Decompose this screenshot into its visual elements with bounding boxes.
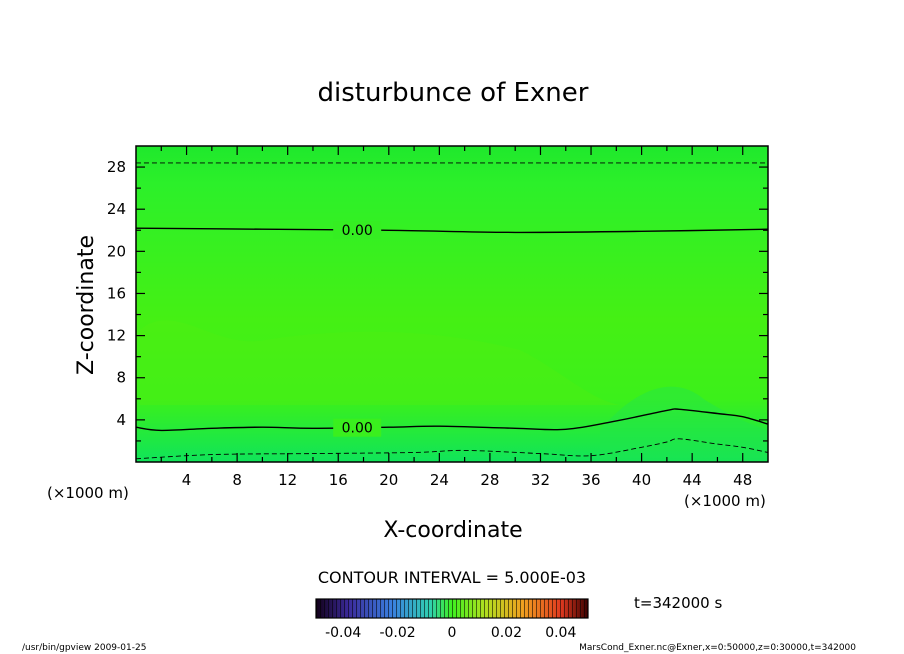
colorbar-tick-label: -0.04 [325,625,361,641]
x-tick-label: 32 [531,471,550,489]
x-tick-label: 40 [632,471,651,489]
y-tick-label: 4 [116,411,126,429]
contour-line [135,408,769,432]
y-tick-label: 8 [116,369,126,387]
contour-label-bg [333,418,382,437]
time-label: t=342000 s [634,594,722,612]
y-tick-label: 16 [107,284,126,302]
x-tick-label: 44 [683,471,702,489]
y-tick-label: 20 [107,242,126,260]
contour-label: 0.00 [342,421,373,437]
x-tick-label: 20 [379,471,398,489]
x-unit-label-left: (×1000 m) [47,484,129,502]
contour-lines: 0.00 0.00 [135,162,769,460]
colorbar-tick-label: 0.04 [545,625,576,641]
contour-line [135,227,769,234]
plot-frame [135,145,769,463]
footer-left-text: /usr/bin/gpview 2009-01-25 [22,643,146,653]
y-tick-label: 28 [107,158,126,176]
x-axis-label: X-coordinate [383,518,522,543]
x-tick-label: 24 [430,471,449,489]
colorbar-stripes [316,599,588,618]
contour-line-dashed [135,438,769,460]
x-tick-label: 36 [581,471,600,489]
x-tick-label: 12 [278,471,297,489]
contour-label-bg [333,221,382,240]
field-fill [136,146,768,462]
y-axis-label: Z-coordinate [74,235,99,375]
plot-area: 0.000.00 4 8 12 16 20 24 28 32 36 40 44 48481216202… [107,145,769,489]
colorbar-frame [315,598,589,619]
y-tick-label: 12 [107,327,126,345]
field-bump-shading [600,386,768,462]
x-tick-label: 8 [232,471,242,489]
x-tick-label: 28 [480,471,499,489]
x-tick-label: 4 [182,471,192,489]
contour-label: 0.00 [342,223,373,239]
colorbar-tick-label: 0 [448,625,457,641]
contour-interval-label: CONTOUR INTERVAL = 5.000E-03 [318,568,586,587]
x-tick-label: 16 [329,471,348,489]
y-tick-label: 24 [107,200,126,218]
colorbar-tick-labels: -0.04 -0.02 0 0.02 0.04 [325,625,576,641]
field-shading [140,320,620,405]
x-tick-label: 48 [733,471,752,489]
colorbar-tick-label: -0.02 [379,625,415,641]
chart-title: disturbunce of Exner [318,78,589,108]
footer-right-text: MarsCond_Exner.nc@Exner,x=0:50000,z=0:30… [579,643,856,653]
colorbar-tick-label: 0.02 [491,625,522,641]
colorbar: -0.04 -0.02 0 0.02 0.04 [315,598,589,641]
x-unit-label-right: (×1000 m) [684,492,766,510]
